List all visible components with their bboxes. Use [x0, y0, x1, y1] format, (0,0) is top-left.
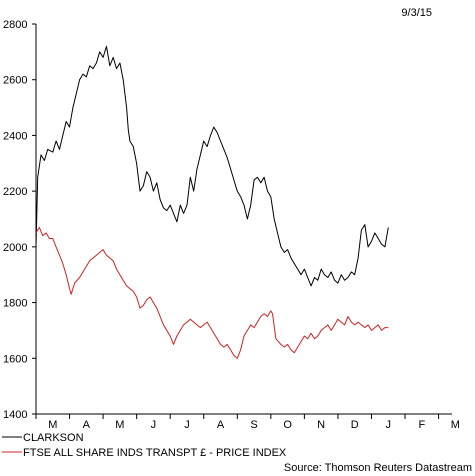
x-tick-label: M [48, 419, 57, 431]
series-lines [35, 45, 389, 359]
chart-legend: CLARKSON FTSE ALL SHARE INDS TRANSPT £ -… [2, 432, 287, 459]
y-tick-label: 2800 [3, 19, 27, 31]
series-line-clarkson [35, 45, 389, 287]
x-tick-label: M [451, 419, 460, 431]
chart-axes [35, 24, 452, 415]
y-tick-label: 1600 [3, 353, 27, 365]
x-tick-label: J [386, 419, 392, 431]
x-tick-label: O [283, 419, 292, 431]
x-tick-label: J [151, 419, 157, 431]
x-tick-label: A [83, 419, 91, 431]
x-tick-label: F [418, 419, 425, 431]
y-tick-label: 2000 [3, 242, 27, 254]
x-tick-label: N [317, 419, 325, 431]
y-tick-label: 2200 [3, 186, 27, 198]
x-tick-label: D [351, 419, 359, 431]
series-line-ftse-transport [35, 226, 389, 359]
chart-date: 9/3/15 [401, 7, 432, 19]
y-tick-label: 2600 [3, 75, 27, 87]
x-tick-label: J [184, 419, 190, 431]
y-tick-label: 1800 [3, 298, 27, 310]
y-axis-ticks: 1400 1600 1800 2000 2200 2400 2600 2800 [3, 19, 36, 421]
y-tick-label: 2400 [3, 130, 27, 142]
x-tick-label: M [115, 419, 124, 431]
y-tick-label: 1400 [3, 409, 27, 421]
legend-label-clarkson: CLARKSON [23, 432, 84, 444]
x-tick-label: S [250, 419, 257, 431]
legend-label-ftse-transport: FTSE ALL SHARE INDS TRANSPT £ - PRICE IN… [23, 447, 287, 459]
source-note: Source: Thomson Reuters Datastream [284, 462, 472, 474]
x-tick-label: A [217, 419, 225, 431]
